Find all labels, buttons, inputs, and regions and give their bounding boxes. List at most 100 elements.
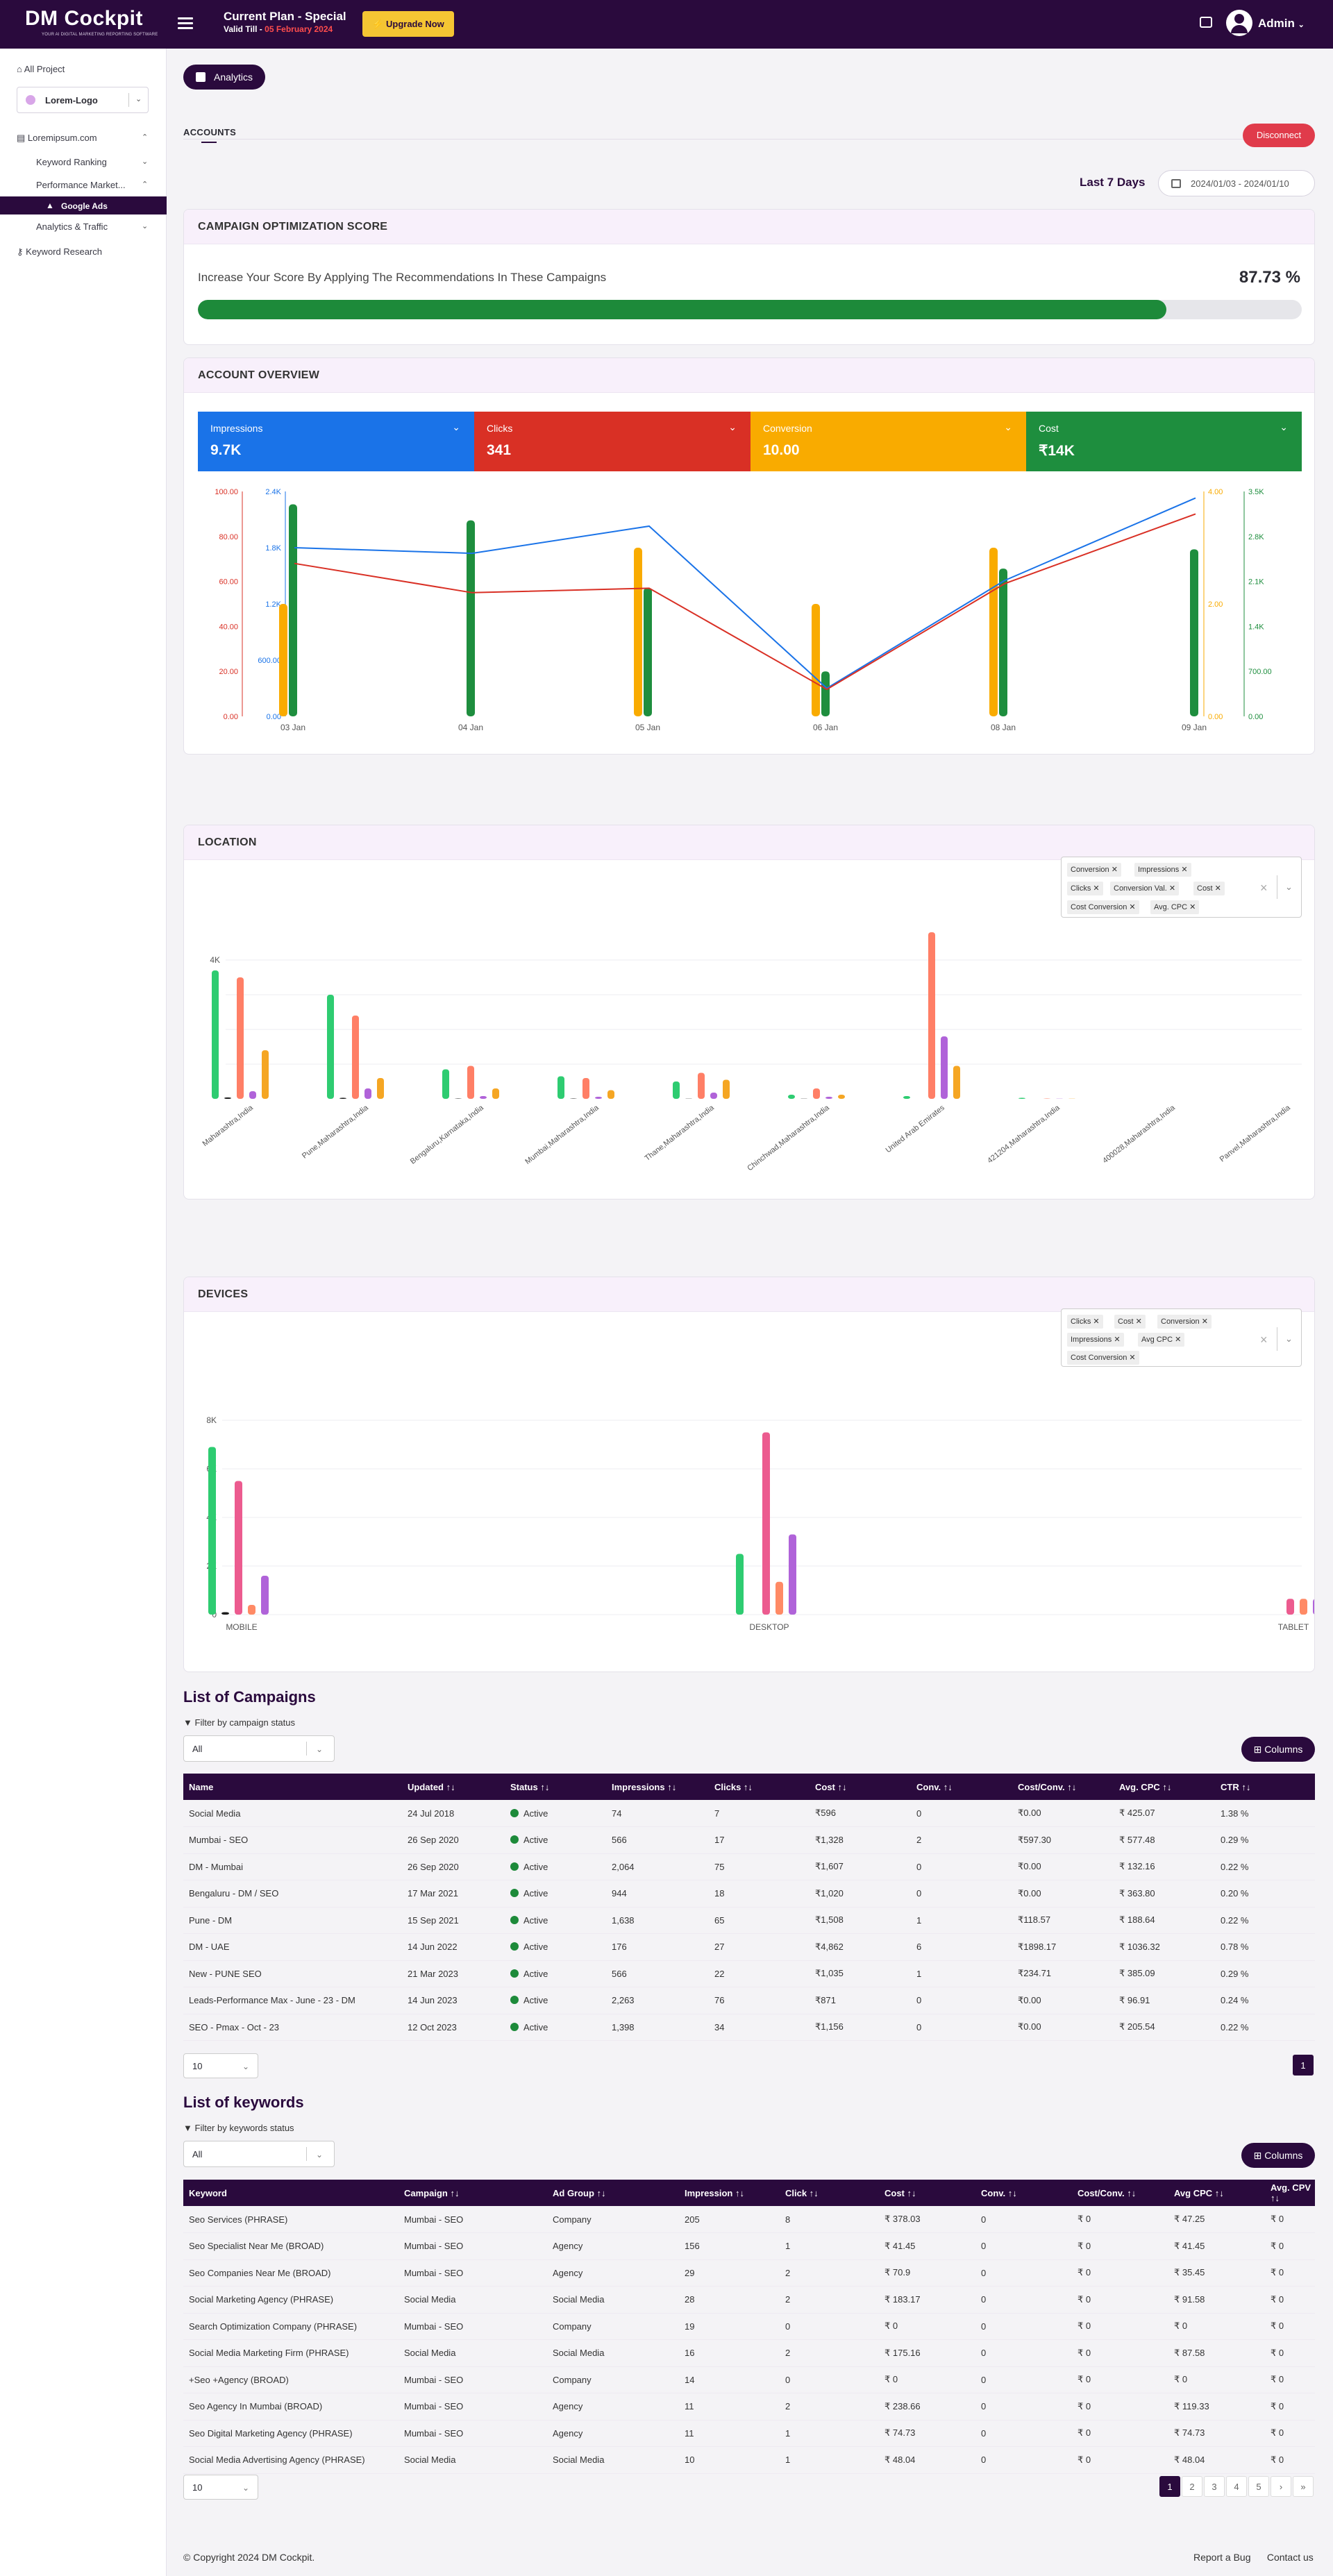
column-header[interactable]: Avg. CPC ↑↓ (1114, 1774, 1215, 1800)
campaign-row[interactable]: DM - UAE 14 Jun 2022 Active 176 27 ₹4,862 6 ₹18… (183, 1933, 1315, 1961)
campaign-status-select[interactable]: All ⌄ (183, 1735, 335, 1762)
metric-tag[interactable]: Avg CPC ✕ (1138, 1333, 1185, 1347)
metric-cost[interactable]: Cost ₹14K ⌄ (1026, 412, 1302, 471)
metric-tag[interactable]: Avg. CPC ✕ (1150, 900, 1200, 914)
column-header[interactable]: Conv. ↑↓ (975, 2180, 1072, 2206)
pagination-button[interactable]: 2 (1182, 2476, 1202, 2497)
keyword-row[interactable]: Social Marketing Agency (PHRASE) Social M… (183, 2286, 1315, 2314)
chevron-up-icon[interactable]: ⌃ (142, 180, 149, 189)
column-header[interactable]: Campaign ↑↓ (399, 2180, 547, 2206)
report-bug-link[interactable]: Report a Bug (1193, 2552, 1251, 2563)
location-metric-selector[interactable]: Conversion ✕ Impressions ✕ Clicks ✕ Conv… (1061, 857, 1302, 918)
column-header[interactable]: Conv. ↑↓ (911, 1774, 1012, 1800)
column-header[interactable]: Clicks ↑↓ (709, 1774, 810, 1800)
pagination-button[interactable]: 3 (1204, 2476, 1225, 2497)
metric-tag[interactable]: Cost Conversion ✕ (1067, 1351, 1139, 1365)
keyword-row[interactable]: Seo Companies Near Me (BROAD) Mumbai - SE… (183, 2259, 1315, 2287)
metric-tag[interactable]: Cost ✕ (1114, 1315, 1146, 1329)
campaigns-per-page-select[interactable]: 10 ⌄ (183, 2053, 258, 2078)
user-menu[interactable]: Admin ⌄ (1258, 17, 1305, 31)
chevron-down-icon[interactable]: ⌄ (1285, 882, 1293, 892)
metric-tag[interactable]: Cost ✕ (1193, 882, 1225, 895)
sidebar-item-analytics-traffic[interactable]: Analytics & Traffic (36, 221, 108, 232)
sidebar-item-all-project[interactable]: ⌂ All Project (17, 64, 65, 74)
campaign-row[interactable]: Leads-Performance Max - June - 23 - DM 14… (183, 1987, 1315, 2014)
pagination-button[interactable]: 4 (1226, 2476, 1247, 2497)
keyword-row[interactable]: Search Optimization Company (PHRASE) Mumb… (183, 2313, 1315, 2340)
sidebar-item-keyword-research[interactable]: ⚷ Keyword Research (17, 246, 102, 258)
tab-analytics[interactable]: Analytics (183, 65, 265, 90)
keyword-row[interactable]: Seo Specialist Near Me (BROAD) Mumbai - S… (183, 2232, 1315, 2260)
sidebar-item-google-ads[interactable]: ▲ Google Ads (0, 196, 167, 214)
campaign-row[interactable]: Bengaluru - DM / SEO 17 Mar 2021 Active 944… (183, 1880, 1315, 1908)
metric-tag[interactable]: Conversion Val. ✕ (1110, 882, 1180, 895)
keyword-row[interactable]: Social Media Marketing Firm (PHRASE) Soci… (183, 2339, 1315, 2367)
campaign-row[interactable]: SEO - Pmax - Oct - 23 12 Oct 2023 Active 1,… (183, 2014, 1315, 2041)
tab-accounts[interactable]: ACCOUNTS (183, 127, 237, 137)
keyword-row[interactable]: Social Media Advertising Agency (PHRASE)… (183, 2446, 1315, 2474)
column-header[interactable]: Impressions ↑↓ (606, 1774, 709, 1800)
chevron-down-icon[interactable]: ⌄ (142, 158, 149, 166)
metric-tag[interactable]: Clicks ✕ (1067, 882, 1103, 895)
app-logo[interactable]: DM Cockpit (25, 7, 143, 30)
clear-icon[interactable]: × (1260, 881, 1268, 895)
metric-tag[interactable]: Cost Conversion ✕ (1067, 900, 1139, 914)
campaign-row[interactable]: Mumbai - SEO 26 Sep 2020 Active 566 17 ₹1,328… (183, 1826, 1315, 1854)
column-header[interactable]: Cost/Conv. ↑↓ (1012, 1774, 1114, 1800)
pagination-button[interactable]: » (1293, 2476, 1314, 2497)
chevron-up-icon[interactable]: ⌃ (142, 133, 149, 142)
avatar[interactable] (1226, 10, 1252, 36)
metric-tag[interactable]: Conversion ✕ (1067, 863, 1121, 877)
chevron-down-icon[interactable]: ⌄ (1285, 1333, 1293, 1344)
date-range-picker[interactable]: 2024/01/03 - 2024/01/10 (1158, 170, 1315, 196)
column-header[interactable]: Cost/Conv. ↑↓ (1072, 2180, 1168, 2206)
column-header[interactable]: Click ↑↓ (780, 2180, 879, 2206)
column-header[interactable]: Keyword (183, 2180, 399, 2206)
column-header[interactable]: Impression ↑↓ (679, 2180, 780, 2206)
keywords-per-page-select[interactable]: 10 ⌄ (183, 2475, 258, 2500)
project-select[interactable]: Lorem-Logo ⌄ (17, 87, 149, 113)
metric-tag[interactable]: Impressions ✕ (1134, 863, 1191, 877)
metric-clicks[interactable]: Clicks 341 ⌄ (474, 412, 751, 471)
pagination-button[interactable]: › (1271, 2476, 1291, 2497)
pagination-button[interactable]: 1 (1159, 2476, 1180, 2497)
column-header[interactable]: Ad Group ↑↓ (547, 2180, 679, 2206)
pagination-button[interactable]: 1 (1293, 2055, 1314, 2076)
metric-tag[interactable]: Impressions ✕ (1067, 1333, 1124, 1347)
sidebar-item-keyword-ranking[interactable]: Keyword Ranking (36, 157, 107, 167)
keyword-row[interactable]: Seo Services (PHRASE) Mumbai - SEO Company… (183, 2206, 1315, 2233)
campaign-row[interactable]: Social Media 24 Jul 2018 Active 74 7 ₹596 0 ₹0.… (183, 1800, 1315, 1827)
keyword-columns-button[interactable]: ⊞ Columns (1241, 2143, 1315, 2168)
keyword-row[interactable]: Seo Digital Marketing Agency (PHRASE) Mum… (183, 2420, 1315, 2447)
metric-tag[interactable]: Clicks ✕ (1067, 1315, 1103, 1329)
campaign-row[interactable]: Pune - DM 15 Sep 2021 Active 1,638 65 ₹1,508 1… (183, 1907, 1315, 1934)
chat-icon[interactable] (1200, 17, 1212, 28)
column-header[interactable]: Updated ↑↓ (402, 1774, 505, 1800)
campaign-row[interactable]: New - PUNE SEO 21 Mar 2023 Active 566 22 ₹1,0… (183, 1960, 1315, 1987)
metric-tag[interactable]: Conversion ✕ (1157, 1315, 1212, 1329)
keyword-status-select[interactable]: All ⌄ (183, 2141, 335, 2167)
column-header[interactable]: Status ↑↓ (505, 1774, 606, 1800)
sidebar-item-performance-marketing[interactable]: Performance Market... (36, 180, 126, 190)
clear-icon[interactable]: × (1260, 1333, 1268, 1347)
metric-impressions[interactable]: Impressions 9.7K ⌄ (198, 412, 474, 471)
devices-metric-selector[interactable]: Clicks ✕ Cost ✕ Conversion ✕ Impressions… (1061, 1308, 1302, 1367)
column-header[interactable]: CTR ↑↓ (1215, 1774, 1315, 1800)
pagination-button[interactable]: 5 (1248, 2476, 1269, 2497)
keyword-row[interactable]: Seo Agency In Mumbai (BROAD) Mumbai - SEO… (183, 2393, 1315, 2421)
metric-conversion[interactable]: Conversion 10.00 ⌄ (751, 412, 1026, 471)
contact-link[interactable]: Contact us (1266, 2552, 1314, 2563)
column-header[interactable]: Avg CPC ↑↓ (1168, 2180, 1265, 2206)
sidebar-item-site[interactable]: ▤ Loremipsum.com (17, 133, 97, 144)
chevron-down-icon[interactable]: ⌄ (142, 222, 149, 230)
campaign-row[interactable]: DM - Mumbai 26 Sep 2020 Active 2,064 75 ₹1,60… (183, 1853, 1315, 1880)
column-header[interactable]: Cost ↑↓ (810, 1774, 911, 1800)
keyword-row[interactable]: +Seo +Agency (BROAD) Mumbai - SEO Company 1… (183, 2366, 1315, 2393)
column-header[interactable]: Name (183, 1774, 402, 1800)
column-header[interactable]: Avg. CPV ↑↓ (1265, 2180, 1315, 2206)
column-header[interactable]: Cost ↑↓ (879, 2180, 975, 2206)
upgrade-button[interactable]: ⚡ Upgrade Now (362, 11, 454, 37)
campaign-columns-button[interactable]: ⊞ Columns (1241, 1737, 1315, 1762)
disconnect-button[interactable]: Disconnect (1243, 124, 1315, 147)
menu-toggle-icon[interactable] (178, 17, 193, 30)
